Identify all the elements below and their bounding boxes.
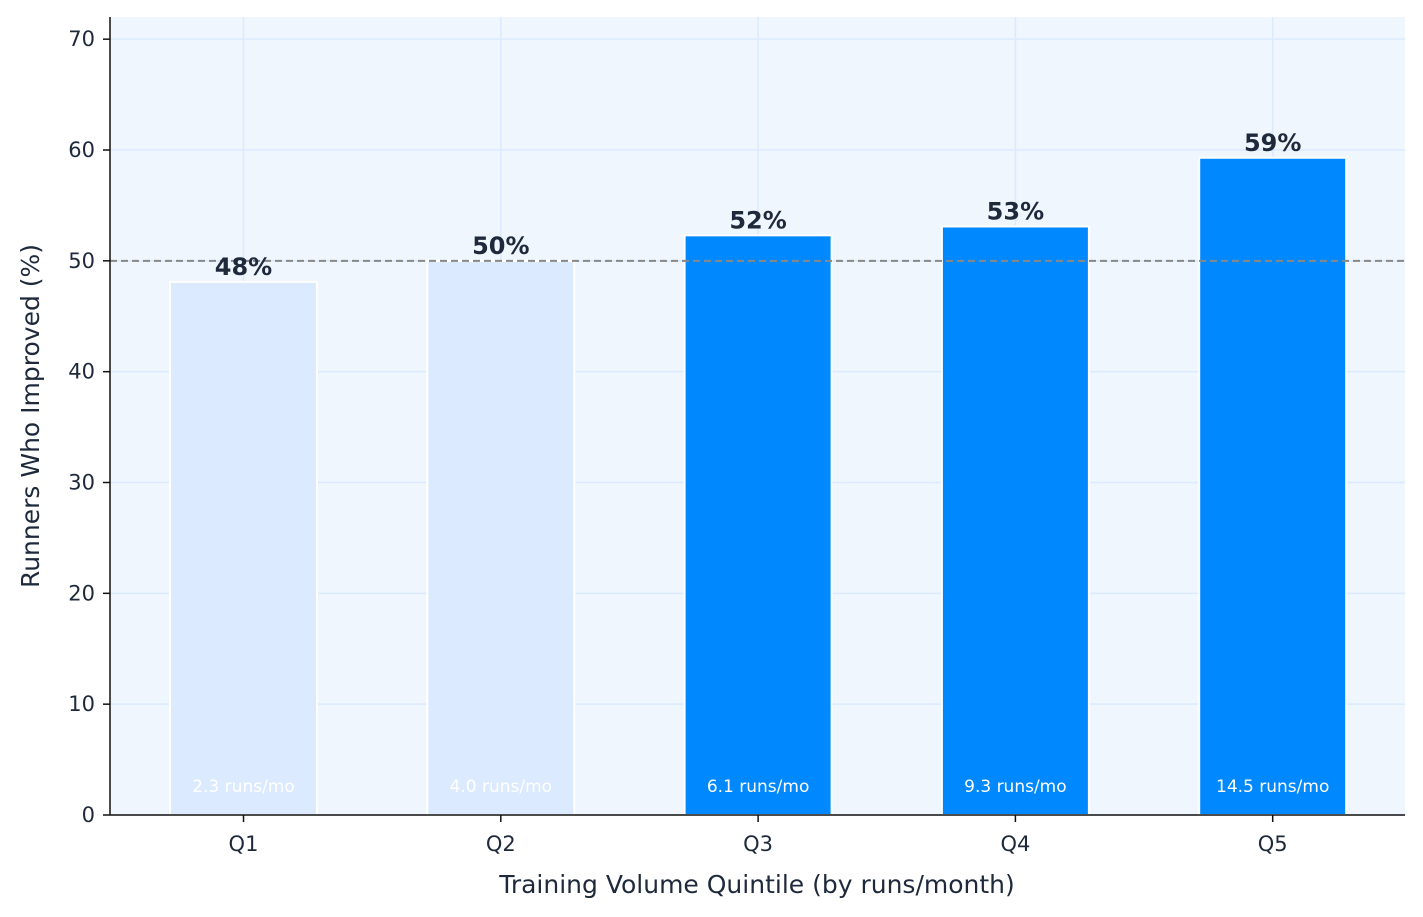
x-axis-label: Training Volume Quintile (by runs/month) xyxy=(498,870,1015,899)
x-tick-label-q3: Q3 xyxy=(743,832,773,856)
x-tick-label-q5: Q5 xyxy=(1258,832,1288,856)
bar-q1 xyxy=(169,280,318,816)
bar-annotation-q1: 2.3 runs/mo xyxy=(192,777,295,797)
y-tick-label-10: 10 xyxy=(68,692,95,716)
y-tick-label-50: 50 xyxy=(68,249,95,273)
y-tick-label-0: 0 xyxy=(82,803,95,827)
y-tick-label-60: 60 xyxy=(68,138,95,162)
y-ticks: 0 10 20 30 40 50 60 70 xyxy=(68,27,110,827)
y-tick-label-40: 40 xyxy=(68,360,95,384)
y-tick-label-30: 30 xyxy=(68,471,95,495)
value-labels: 48% 2.3 runs/mo 50% 4.0 runs/mo 52% 6.1 runs/… xyxy=(192,129,1329,797)
bar-q5 xyxy=(1198,156,1348,816)
bar-q4 xyxy=(940,225,1090,817)
value-label-q5: 59% xyxy=(1244,129,1301,157)
bar-q2 xyxy=(426,259,576,817)
y-tick-label-70: 70 xyxy=(68,27,95,51)
value-label-q2: 50% xyxy=(472,232,529,260)
bars xyxy=(169,156,1348,817)
value-label-q4: 53% xyxy=(987,197,1044,225)
x-ticks: Q1 Q2 Q3 Q4 Q5 xyxy=(229,815,1288,856)
value-label-q3: 52% xyxy=(729,206,786,234)
y-axis-label: Runners Who Improved (%) xyxy=(16,244,45,588)
bar-annotation-q2: 4.0 runs/mo xyxy=(450,777,553,797)
bar-annotation-q3: 6.1 runs/mo xyxy=(707,777,810,797)
x-tick-label-q2: Q2 xyxy=(486,832,516,856)
bar-annotation-q5: 14.5 runs/mo xyxy=(1216,777,1329,797)
bar-q3 xyxy=(683,234,833,816)
y-tick-label-20: 20 xyxy=(68,581,95,605)
value-label-q1: 48% xyxy=(215,253,272,281)
bar-annotation-q4: 9.3 runs/mo xyxy=(964,777,1067,797)
x-tick-label-q1: Q1 xyxy=(229,832,259,856)
x-tick-label-q4: Q4 xyxy=(1000,832,1030,856)
